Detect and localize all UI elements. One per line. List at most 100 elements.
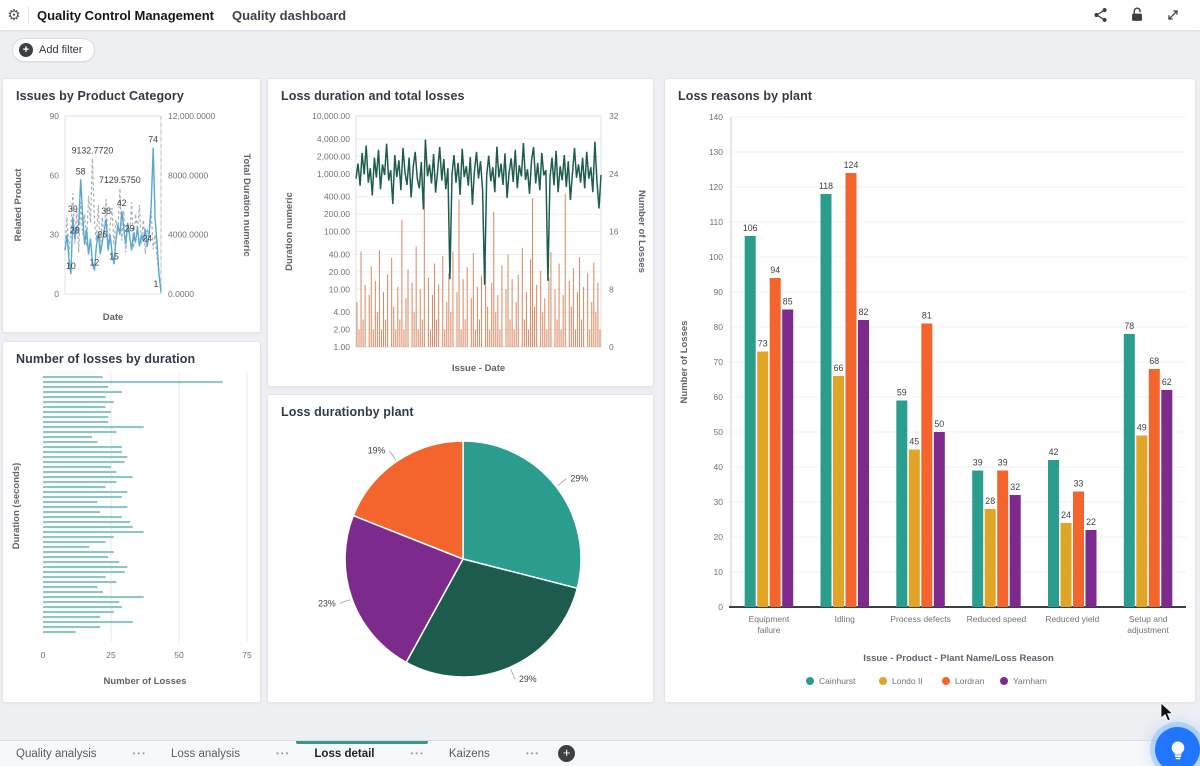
svg-text:10: 10 xyxy=(714,567,724,577)
lock-icon[interactable] xyxy=(1128,6,1146,24)
svg-text:100: 100 xyxy=(709,252,723,262)
svg-text:10: 10 xyxy=(66,261,76,271)
svg-text:80: 80 xyxy=(714,322,724,332)
loss-reasons-by-plant-chart: 0 10 20 30 40 50 60 70 80 90 100 110 120 130 140 106 73 9… xyxy=(679,112,1186,686)
svg-text:66: 66 xyxy=(834,363,844,373)
svg-text:38: 38 xyxy=(101,206,111,216)
svg-text:110: 110 xyxy=(709,217,723,227)
tab-more-icon[interactable]: ••• xyxy=(132,749,147,758)
svg-text:1,000.00: 1,000.00 xyxy=(317,169,350,179)
svg-text:24: 24 xyxy=(609,169,619,179)
svg-text:39: 39 xyxy=(973,458,983,468)
svg-text:22: 22 xyxy=(1086,517,1096,527)
legend-item-londo-ii: Londo II xyxy=(879,676,923,686)
legend-item-lordran: Lordran xyxy=(942,676,985,686)
page-title: Quality dashboard xyxy=(231,7,347,23)
tab-loss-analysis[interactable]: Loss analysis xyxy=(170,747,240,760)
svg-text:16: 16 xyxy=(609,227,619,237)
svg-text:15: 15 xyxy=(109,251,119,261)
svg-text:28: 28 xyxy=(70,226,80,236)
svg-text:2,000.00: 2,000.00 xyxy=(317,151,350,161)
svg-text:4.00: 4.00 xyxy=(333,307,350,317)
svg-text:0: 0 xyxy=(41,650,46,660)
gear-icon[interactable]: ⚙ xyxy=(7,7,21,24)
mouse-cursor xyxy=(1160,702,1174,722)
expand-icon[interactable] xyxy=(1164,6,1182,24)
svg-text:45: 45 xyxy=(909,437,919,447)
svg-text:4000.0000: 4000.0000 xyxy=(168,230,208,240)
svg-text:82: 82 xyxy=(859,307,869,317)
svg-text:Reduced speed: Reduced speed xyxy=(967,614,1027,624)
svg-text:140: 140 xyxy=(709,112,723,122)
card-loss-reasons-by-plant: Loss reasons by plant 0 10 20 30 40 50 60 70 80 9… xyxy=(664,78,1196,703)
tab-quality-analysis[interactable]: Quality analysis xyxy=(16,747,97,760)
svg-text:33: 33 xyxy=(1074,479,1084,489)
svg-text:68: 68 xyxy=(1149,356,1159,366)
svg-text:400.00: 400.00 xyxy=(324,192,350,202)
svg-text:40.00: 40.00 xyxy=(329,249,351,259)
svg-text:19%: 19% xyxy=(368,446,386,456)
chart-title: Loss durationby plant xyxy=(281,405,414,419)
svg-text:Total Duration numeric: Total Duration numeric xyxy=(241,153,252,256)
svg-text:124: 124 xyxy=(844,160,859,170)
svg-text:25: 25 xyxy=(106,650,116,660)
top-header: ⚙ Quality Control Management Quality das… xyxy=(0,0,1200,30)
svg-text:106: 106 xyxy=(743,223,758,233)
svg-text:Number of Losses: Number of Losses xyxy=(104,676,187,687)
svg-text:42: 42 xyxy=(1049,447,1059,457)
svg-text:12,000.0000: 12,000.0000 xyxy=(168,111,216,121)
svg-text:49: 49 xyxy=(1137,423,1147,433)
tab-more-icon[interactable]: ••• xyxy=(410,749,425,758)
svg-text:Duration numeric: Duration numeric xyxy=(284,192,295,271)
app-title: Quality Control Management xyxy=(37,7,214,23)
svg-text:8000.0000: 8000.0000 xyxy=(168,170,208,180)
svg-text:50: 50 xyxy=(174,650,184,660)
add-filter-button[interactable]: + Add filter xyxy=(12,38,96,62)
chart-title: Loss duration and total losses xyxy=(281,89,465,103)
tab-more-icon[interactable]: ••• xyxy=(525,749,541,758)
tab-kaizens[interactable]: Kaizens xyxy=(448,747,490,760)
svg-text:30: 30 xyxy=(714,497,724,507)
svg-text:200.00: 200.00 xyxy=(324,209,350,219)
svg-text:Date: Date xyxy=(103,312,124,323)
svg-text:30: 30 xyxy=(50,230,60,240)
losses-by-duration-chart: 0 25 50 75 Number of Losses Duration (seconds… xyxy=(11,372,252,687)
svg-text:118: 118 xyxy=(819,181,833,191)
svg-text:81: 81 xyxy=(922,311,932,321)
loss-duration-by-plant-pie: 29% 29% 23% 19% xyxy=(318,440,589,684)
svg-text:failure: failure xyxy=(757,625,780,635)
svg-text:12: 12 xyxy=(89,257,99,267)
tab-more-icon[interactable]: ••• xyxy=(276,749,291,758)
share-icon[interactable] xyxy=(1092,6,1110,24)
svg-text:94: 94 xyxy=(770,265,780,275)
svg-text:Number of Losses: Number of Losses xyxy=(679,321,690,404)
plus-icon: + xyxy=(19,43,33,57)
svg-text:120: 120 xyxy=(709,182,723,192)
svg-text:39: 39 xyxy=(998,458,1008,468)
svg-text:Issue - Date: Issue - Date xyxy=(452,363,505,374)
legend-item-cainhurst: Cainhurst xyxy=(806,676,856,686)
svg-text:0.0000: 0.0000 xyxy=(168,289,194,299)
legend-item-yarnham: Yarnham xyxy=(1000,676,1047,686)
svg-text:24: 24 xyxy=(1061,510,1071,520)
svg-text:Process defects: Process defects xyxy=(890,614,950,624)
svg-text:58: 58 xyxy=(76,166,86,176)
svg-text:1: 1 xyxy=(154,279,159,289)
svg-text:50: 50 xyxy=(714,427,724,437)
svg-text:0: 0 xyxy=(718,602,723,612)
svg-text:85: 85 xyxy=(783,297,793,307)
svg-text:40: 40 xyxy=(714,462,724,472)
svg-text:9132.7720: 9132.7720 xyxy=(72,146,114,156)
loss-duration-total-losses-chart: 10,000.00 4,000.00 2,000.00 1,000.00 400.00 2… xyxy=(284,111,647,374)
svg-text:32: 32 xyxy=(609,111,619,121)
svg-text:adjustment: adjustment xyxy=(1127,625,1169,635)
svg-text:Setup and: Setup and xyxy=(1129,614,1168,624)
svg-text:59: 59 xyxy=(897,388,907,398)
svg-text:23%: 23% xyxy=(318,598,336,608)
chart-title: Number of losses by duration xyxy=(16,352,196,366)
svg-text:29%: 29% xyxy=(571,474,589,484)
insights-fab-button[interactable] xyxy=(1155,727,1200,766)
tab-loss-detail[interactable]: Loss detail xyxy=(296,740,429,766)
add-tab-button[interactable]: + xyxy=(558,745,576,762)
svg-text:100.00: 100.00 xyxy=(324,227,350,237)
